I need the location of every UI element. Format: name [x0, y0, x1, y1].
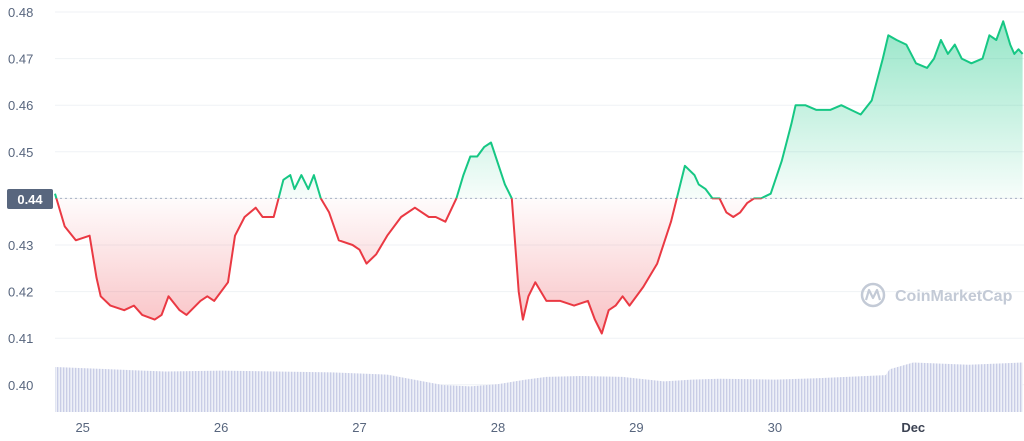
y-tick-label: 0.43 — [8, 238, 33, 253]
x-axis-ticks: 25 26 27 28 29 30 Dec — [75, 420, 925, 435]
y-tick-label: 0.45 — [8, 145, 33, 160]
x-tick-label: 29 — [629, 420, 643, 435]
y-tick-label: 0.46 — [8, 98, 33, 113]
y-axis-ticks: 0.400.410.420.430.440.450.460.470.48 — [8, 5, 33, 393]
y-tick-label: 0.42 — [8, 285, 33, 300]
price-area-fill — [55, 21, 1023, 334]
x-tick-label: 26 — [214, 420, 228, 435]
y-tick-label: 0.40 — [8, 378, 33, 393]
price-line-down — [55, 198, 764, 335]
price-line — [54, 20, 1024, 335]
area-fill-below — [55, 198, 1023, 334]
x-tick-label: 25 — [75, 420, 89, 435]
watermark-text: CoinMarketCap — [895, 288, 1013, 305]
volume-area — [55, 362, 1023, 412]
x-tick-label: 28 — [491, 420, 505, 435]
watermark: CoinMarketCap — [860, 282, 1013, 308]
reference-badge-background — [7, 189, 53, 209]
area-fill-above — [55, 21, 1023, 199]
reference-badge-label: 0.44 — [17, 192, 43, 207]
coinmarketcap-logo-icon — [860, 282, 886, 308]
volume-bars — [55, 362, 1023, 412]
y-tick-label: 0.48 — [8, 5, 33, 20]
x-tick-label: 30 — [768, 420, 782, 435]
x-tick-label: Dec — [901, 420, 925, 435]
price-line-up — [54, 20, 1024, 199]
y-tick-label: 0.47 — [8, 52, 33, 67]
reference-badge: 0.44 — [7, 189, 53, 209]
x-tick-label: 27 — [352, 420, 366, 435]
y-tick-label: 0.41 — [8, 331, 33, 346]
